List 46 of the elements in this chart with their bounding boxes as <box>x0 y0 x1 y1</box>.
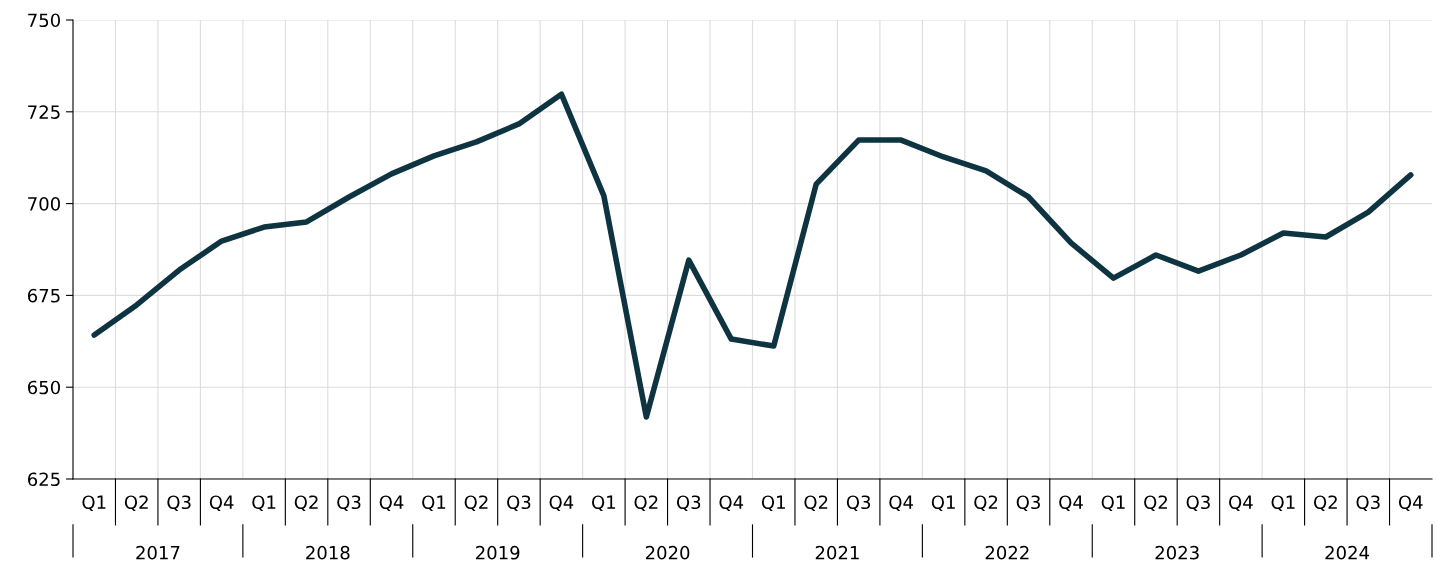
x-tick-label: Q1 <box>931 495 955 512</box>
x-tick-label: Q2 <box>124 495 148 512</box>
text: 2019 <box>476 545 520 560</box>
x-tick-label: Q4 <box>379 495 404 512</box>
text: 2023 <box>1155 545 1199 560</box>
x-tick-label: Q1 <box>1271 495 1295 512</box>
x-tick-label: Q2 <box>804 495 828 512</box>
y-tick-label: 725 <box>28 105 60 119</box>
x-tick-label: Q1 <box>761 495 785 512</box>
x-tick-label: Q2 <box>1144 495 1167 512</box>
x-tick-label: Q2 <box>634 495 658 512</box>
x-tick-label: Q2 <box>464 495 488 512</box>
x-tick-label: Q1 <box>82 495 106 512</box>
text: 2020 <box>645 545 690 560</box>
x-tick-label: Q4 <box>1229 495 1253 512</box>
text: 2024 <box>1325 545 1370 560</box>
x-tick-label: Q2 <box>294 495 318 512</box>
y-tick-label: 750 <box>28 13 60 28</box>
y-tick-label: 675 <box>27 288 60 303</box>
y-tick-label: 700 <box>28 197 60 211</box>
x-tick-label: Q3 <box>846 495 871 512</box>
x-tick-label: Q3 <box>676 495 701 512</box>
text: 2021 <box>815 545 859 560</box>
y-tick-label: 625 <box>27 472 60 487</box>
x-tick-label: Q2 <box>974 495 998 512</box>
x-tick-label: Q4 <box>209 495 234 512</box>
x-tick-label: Q1 <box>592 495 616 512</box>
x-tick-label: Q3 <box>337 495 361 512</box>
x-tick-label: Q3 <box>167 495 191 512</box>
x-tick-label: Q4 <box>889 495 913 512</box>
x-tick-label: Q4 <box>1059 495 1083 512</box>
x-tick-label: Q3 <box>1186 495 1210 512</box>
text: 2018 <box>306 545 350 560</box>
x-tick-label: Q1 <box>422 495 446 512</box>
x-tick-label: Q1 <box>1101 495 1125 512</box>
x-tick-label: Q4 <box>719 495 744 512</box>
text: 2022 <box>985 545 1029 560</box>
y-tick-label: 650 <box>27 380 60 395</box>
x-tick-label: Q4 <box>549 495 574 512</box>
x-tick-label: Q2 <box>1313 495 1337 512</box>
x-tick-label: Q3 <box>1016 495 1040 512</box>
x-tick-label: Q3 <box>507 495 531 512</box>
x-tick-label: Q3 <box>1356 495 1380 512</box>
text: 2017 <box>136 545 180 560</box>
x-tick-label: Q1 <box>252 495 276 512</box>
x-tick-label: Q4 <box>1398 495 1423 512</box>
